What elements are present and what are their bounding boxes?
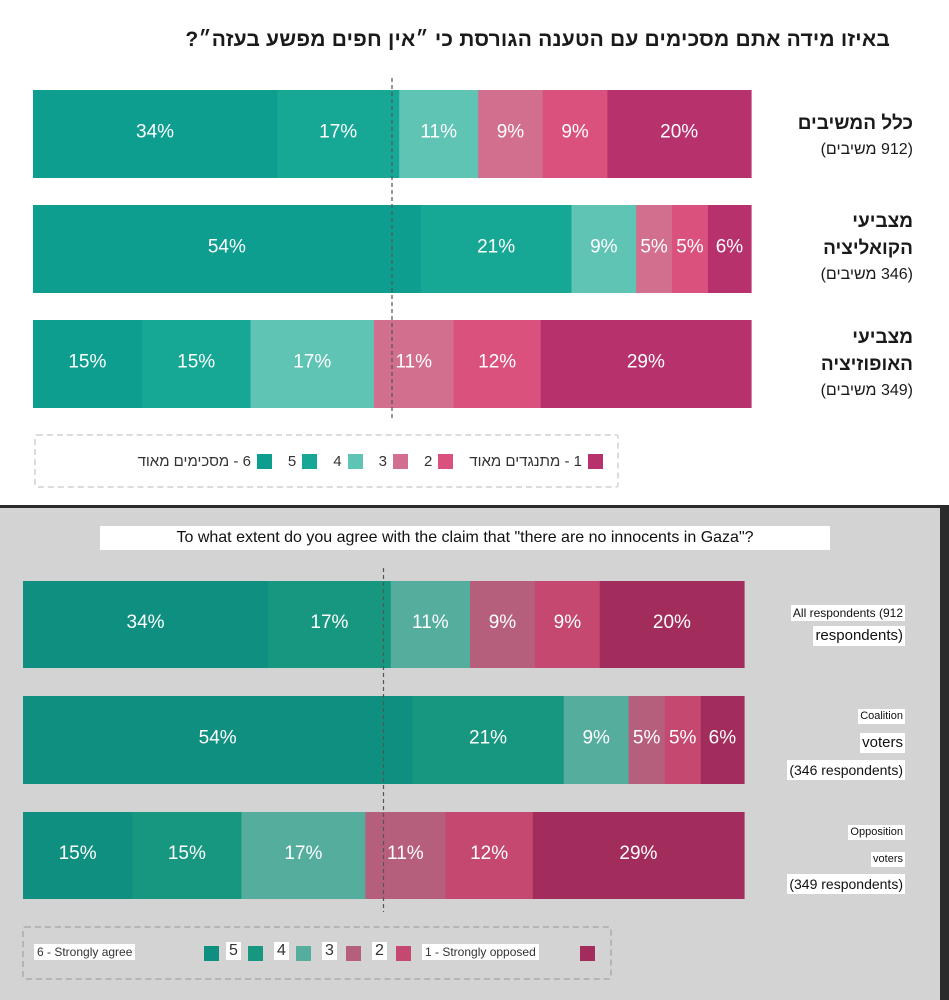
bar-label-en-r2-s5: 29% (619, 843, 657, 864)
bar-label-en-r2-s3: 11% (387, 843, 424, 864)
bar-label-en-r1-s1: 21% (469, 728, 507, 749)
bar-label-he-r0-s4: 9% (561, 122, 589, 143)
bar-label-en-r2-s0: 15% (59, 843, 97, 864)
bar-label-en-r1-s0: 54% (199, 728, 237, 749)
bar-label-he-r1-s3: 5% (640, 237, 668, 258)
bar-label-en-r2-s1: 15% (168, 843, 206, 864)
bar-label-en-r0-s3: 9% (489, 612, 517, 633)
bar-label-he-r2-s3: 11% (395, 352, 432, 373)
bar-label-en-r0-s1: 17% (310, 612, 348, 633)
bar-label-he-r1-s4: 5% (676, 237, 704, 258)
bar-label-he-r1-s5: 6% (716, 237, 744, 258)
bar-label-en-r2-s2: 17% (284, 843, 322, 864)
bar-label-he-r0-s1: 17% (319, 122, 357, 143)
bar-label-he-r0-s0: 34% (136, 122, 174, 143)
bar-label-en-r1-s3: 5% (633, 728, 661, 749)
bar-label-en-r2-s4: 12% (470, 843, 508, 864)
bar-label-he-r1-s0: 54% (208, 237, 246, 258)
bar-label-en-r0-s0: 34% (127, 612, 165, 633)
bar-label-he-r2-s4: 12% (478, 352, 516, 373)
bar-label-he-r0-s5: 20% (660, 122, 698, 143)
bar-label-he-r0-s2: 11% (420, 122, 457, 143)
bar-label-he-r1-s2: 9% (590, 237, 618, 258)
bar-label-he-r2-s2: 17% (293, 352, 331, 373)
bar-label-he-r2-s5: 29% (627, 352, 665, 373)
bar-label-en-r0-s2: 11% (412, 612, 449, 633)
bar-label-en-r1-s5: 6% (709, 728, 737, 749)
bar-label-en-r1-s2: 9% (582, 728, 610, 749)
stacked-bar-chart: 34% 17% 11% 9% 9% 20% 54% 21% 9% 5% 5% 6% 15% 15% 17% 1… (0, 0, 949, 1000)
bar-label-he-r1-s1: 21% (477, 237, 515, 258)
bar-label-en-r1-s4: 5% (669, 728, 697, 749)
bar-label-he-r2-s1: 15% (177, 352, 215, 373)
bar-label-en-r0-s5: 20% (653, 612, 691, 633)
bar-label-he-r2-s0: 15% (68, 352, 106, 373)
bar-label-en-r0-s4: 9% (554, 612, 582, 633)
bar-label-he-r0-s3: 9% (497, 122, 525, 143)
